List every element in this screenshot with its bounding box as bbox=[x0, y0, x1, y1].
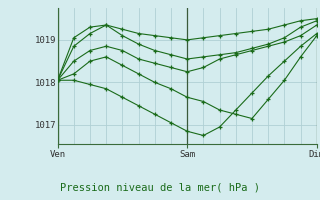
Text: Pression niveau de la mer( hPa ): Pression niveau de la mer( hPa ) bbox=[60, 182, 260, 192]
